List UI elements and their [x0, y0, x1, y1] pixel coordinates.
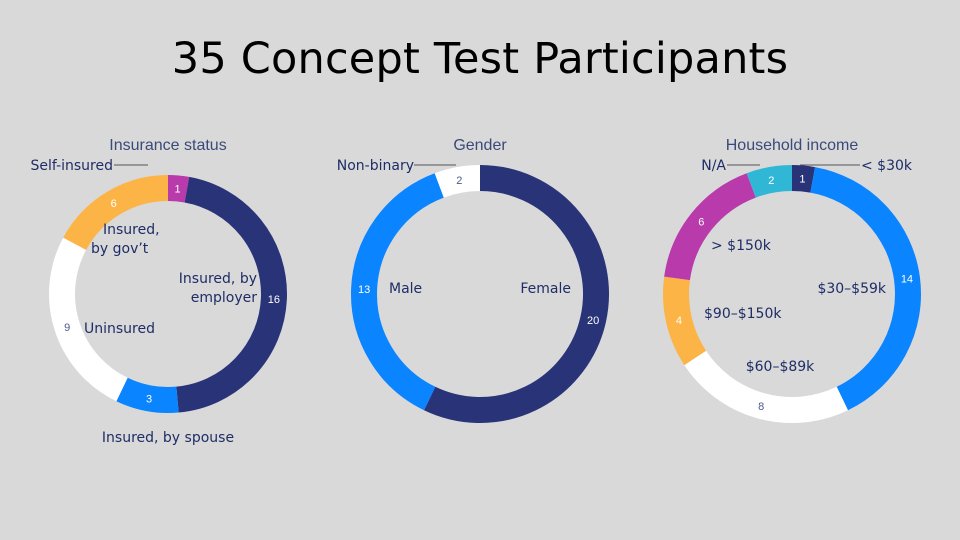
label-90-150k: $90–$150k [704, 306, 782, 322]
value-label-male: 13 [358, 284, 370, 296]
slice-insured-by-employer [176, 176, 287, 413]
gender-donut: 20 13 2 [351, 165, 609, 423]
value-label-150k: 6 [698, 217, 704, 229]
label-insured-spouse: Insured, by spouse [102, 430, 234, 446]
slice-60-89k [684, 350, 848, 423]
value-label-uninsured: 9 [64, 322, 70, 334]
label-uninsured: Uninsured [84, 321, 155, 337]
insurance-donut: 1 16 3 9 6 [49, 175, 287, 413]
label-self-insured: Self-insured [31, 158, 113, 174]
value-label-female: 20 [587, 315, 599, 327]
slice-n-a [746, 165, 793, 198]
label-under-30k: < $30k [861, 158, 913, 174]
label-na: N/A [701, 158, 726, 174]
value-label-insured-by-gov-t: 6 [111, 198, 117, 210]
value-label-insured-by-spouse: 3 [146, 393, 152, 405]
chart-title-insurance: Insurance status [109, 137, 226, 154]
slice-150k [664, 173, 757, 281]
label-60-89k: $60–$89k [746, 359, 815, 375]
slice-self-insured [167, 175, 190, 203]
label-30-59k: $30–$59k [817, 281, 886, 297]
value-label-insured-by-employer: 16 [268, 294, 280, 306]
value-label-non-binary: 2 [456, 175, 462, 187]
label-insured-employer-line2: employer [191, 290, 257, 306]
chart-title-income: Household income [726, 137, 859, 154]
slice-male [351, 173, 445, 411]
value-label-90-150k: 4 [676, 315, 682, 327]
slice-female [424, 165, 609, 423]
slice-30k [791, 165, 816, 193]
chart-title-gender: Gender [453, 137, 507, 154]
value-label-self-insured: 1 [174, 183, 180, 195]
slice-insured-by-gov-t [63, 175, 169, 251]
gender-chart: Gender 20 13 2 Non-binary Female Male [337, 137, 609, 423]
slice-insured-by-spouse [116, 377, 179, 413]
label-female: Female [520, 281, 571, 297]
slide-title: 35 Concept Test Participants [171, 34, 789, 84]
income-donut: 1 14 8 4 6 2 [663, 165, 921, 423]
household-income-chart: Household income 1 14 8 4 6 2 N/A < $30k $30–… [663, 137, 921, 423]
insurance-status-chart: Insurance status 1 16 3 9 6 Self-insured Ins… [31, 137, 287, 446]
value-label-30-59k: 14 [901, 273, 913, 285]
label-over-150k: > $150k [711, 238, 772, 254]
slice-non-binary [434, 165, 481, 198]
value-label-n-a: 2 [768, 175, 774, 187]
label-non-binary: Non-binary [337, 158, 414, 174]
label-insured-govt-line1: Insured, [103, 222, 160, 238]
label-insured-employer-line1: Insured, by [179, 271, 257, 287]
slice-30-59k [810, 167, 921, 411]
label-insured-govt-line2: by gov’t [91, 241, 149, 257]
slice-90-150k [663, 276, 707, 366]
value-label-60-89k: 8 [758, 401, 764, 413]
label-male: Male [389, 281, 422, 297]
value-label-30k: 1 [799, 173, 805, 185]
slice-uninsured [49, 237, 128, 402]
